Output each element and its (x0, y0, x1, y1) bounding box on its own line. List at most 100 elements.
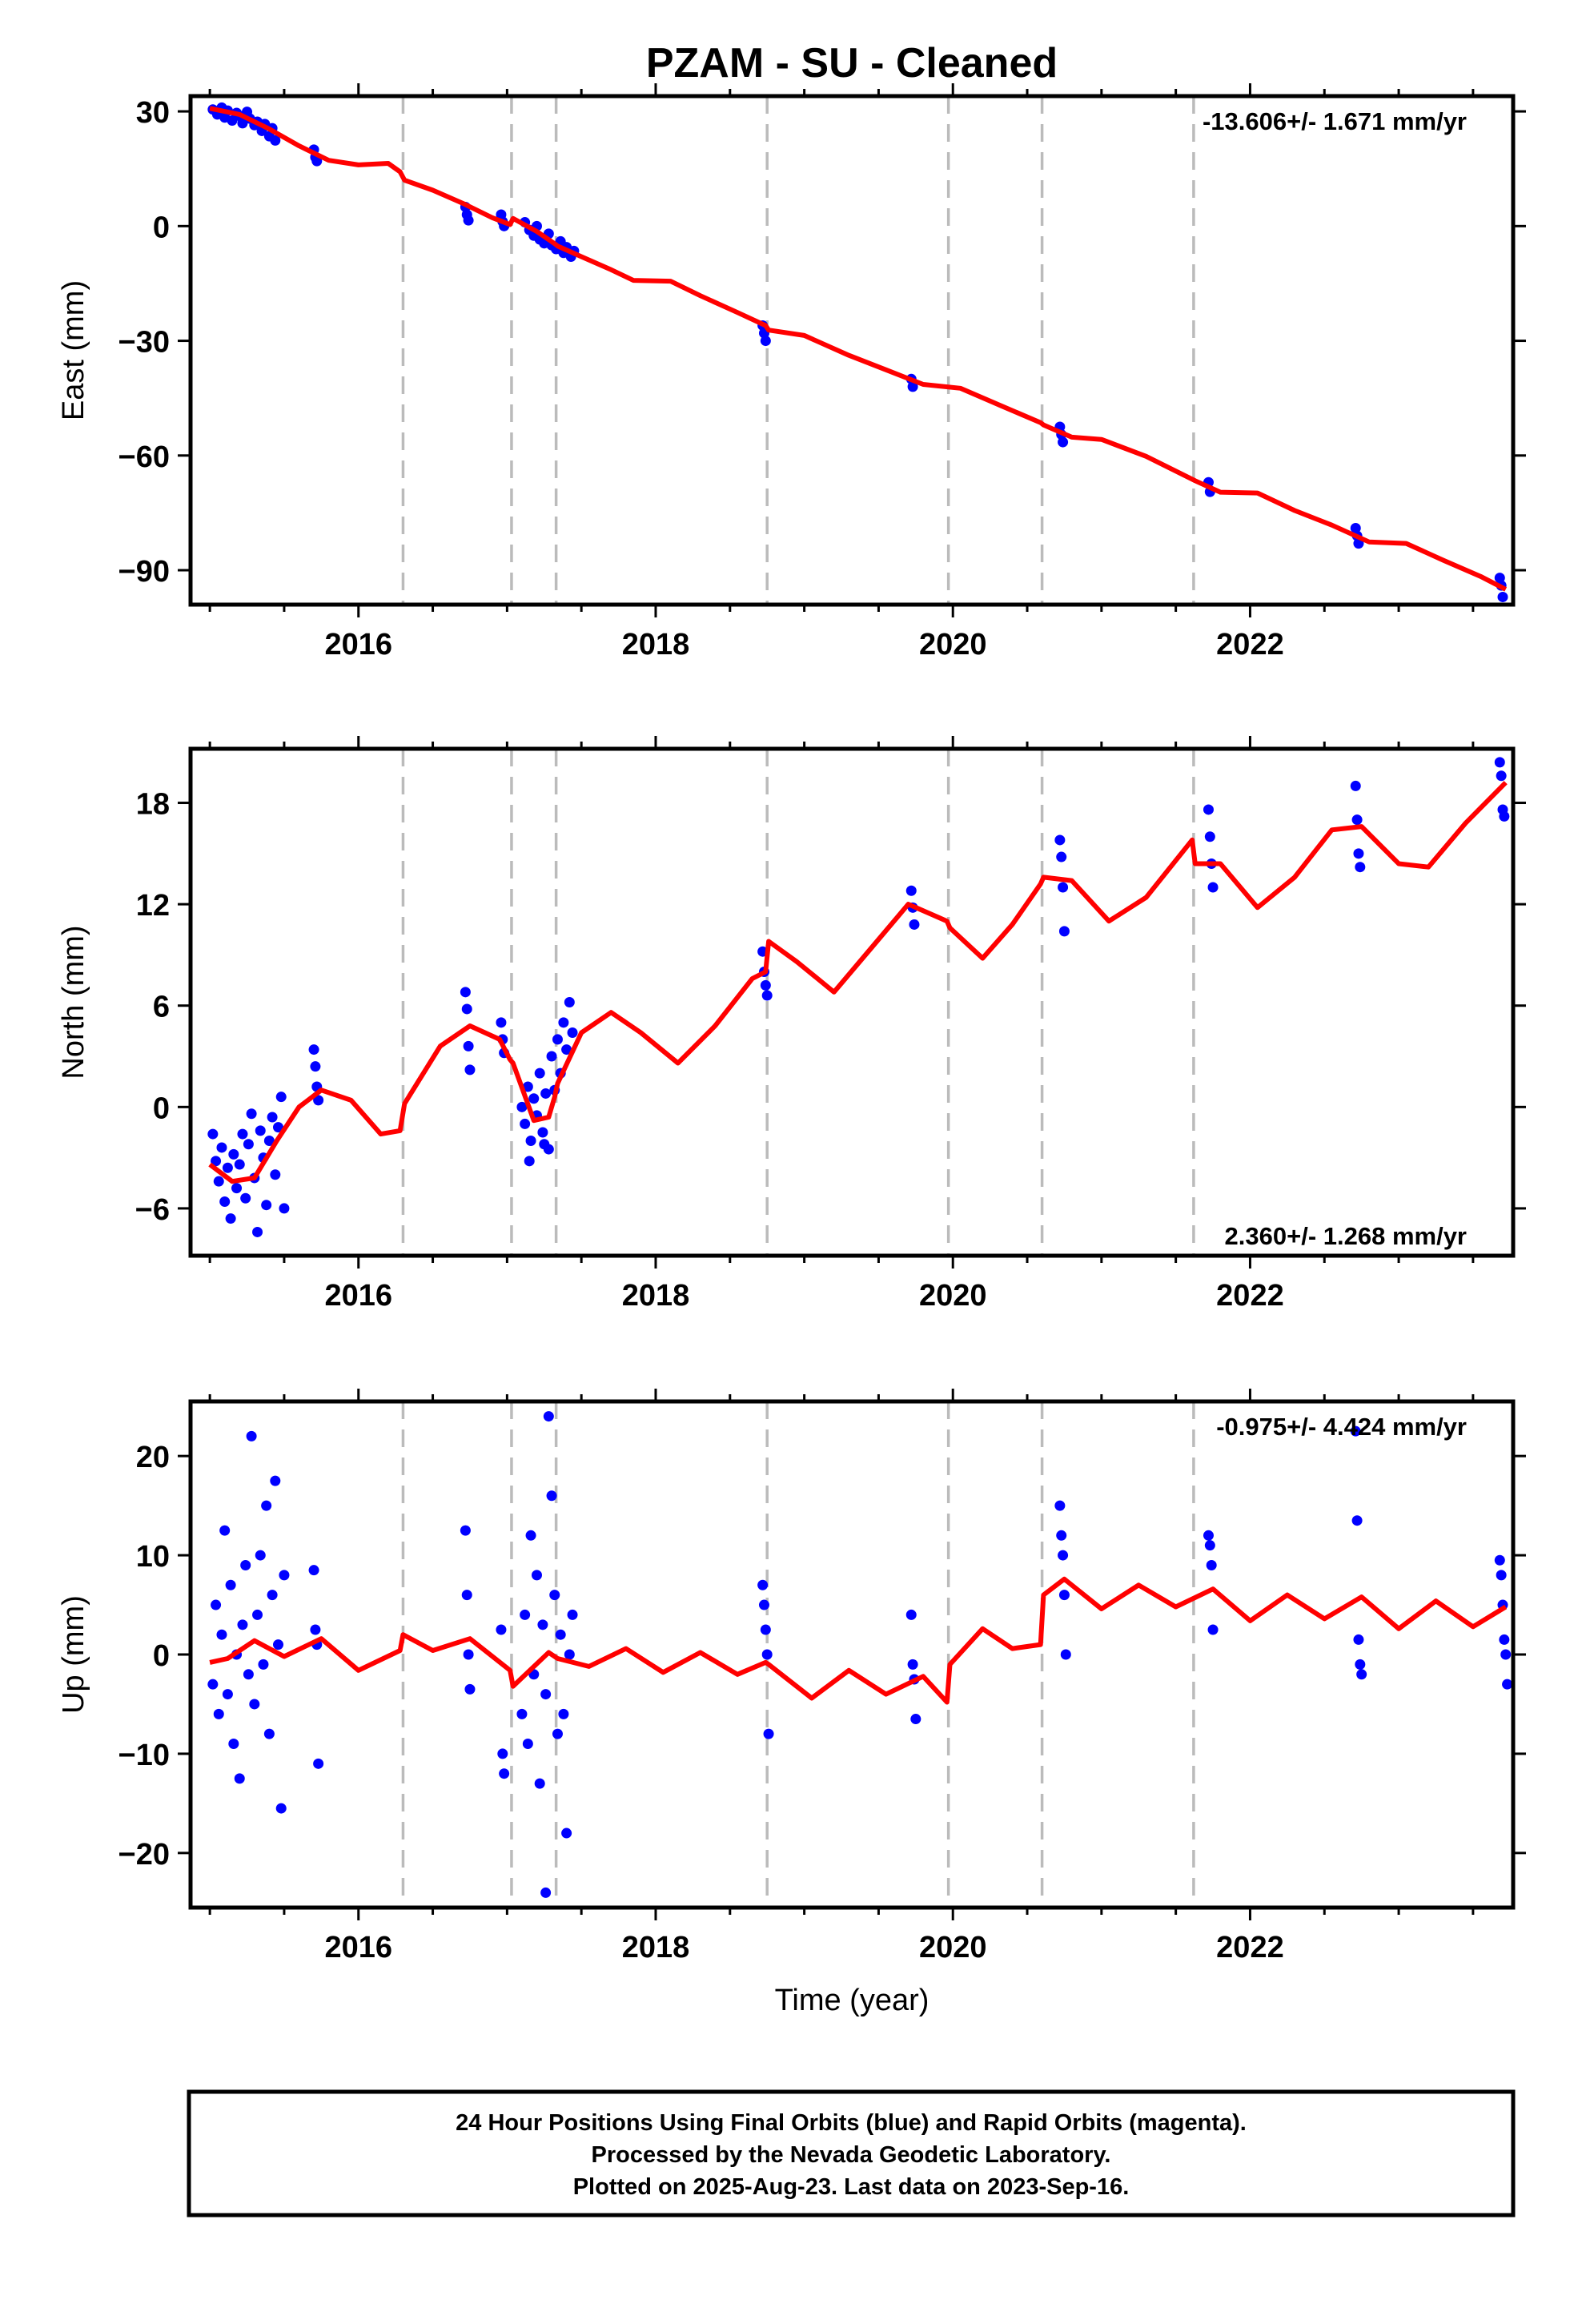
data-point (1058, 436, 1069, 448)
data-point (243, 1139, 254, 1150)
data-point (216, 1629, 227, 1640)
data-point (537, 1127, 548, 1138)
x-tick-label: 2022 (1216, 628, 1284, 661)
data-point (270, 1475, 281, 1486)
data-point (1056, 1530, 1067, 1541)
x-tick-label: 2020 (919, 1931, 987, 1964)
x-tick-label: 2022 (1216, 1279, 1284, 1313)
data-point (558, 1708, 569, 1719)
data-point (522, 1081, 533, 1092)
y-tick-label: 0 (153, 211, 170, 244)
data-point (222, 1162, 233, 1173)
data-point (255, 1550, 266, 1561)
data-point (216, 1142, 227, 1153)
x-tick-label: 2016 (324, 1931, 392, 1964)
data-point (1355, 862, 1366, 873)
data-point (261, 1200, 272, 1211)
data-point (310, 1624, 321, 1635)
data-point (564, 1649, 575, 1660)
data-point (228, 1739, 239, 1750)
data-point (525, 1136, 536, 1147)
data-point (761, 1649, 773, 1660)
data-point (520, 1118, 531, 1129)
data-point (546, 1051, 557, 1062)
data-points (207, 757, 1510, 1237)
data-point (540, 1689, 552, 1700)
data-point (1207, 882, 1219, 893)
data-point (905, 1609, 917, 1620)
data-point (225, 1579, 236, 1590)
data-point (255, 1125, 266, 1136)
panel-up: 2016 2018 2020 2022 20 10 0 −10 −20 Up (mm) -0.975… (57, 1389, 1526, 1964)
data-point (225, 1213, 236, 1224)
data-point (234, 1773, 245, 1784)
data-point (275, 1803, 287, 1814)
data-point (252, 1226, 263, 1237)
data-point (1499, 810, 1510, 822)
data-point (761, 990, 773, 1001)
data-point (275, 1092, 287, 1103)
data-point (534, 1068, 545, 1079)
data-point (564, 997, 575, 1007)
data-point (258, 1659, 269, 1670)
data-point (1206, 1559, 1217, 1570)
data-point (1502, 1679, 1513, 1690)
data-point (231, 1183, 243, 1194)
data-point (1060, 1649, 1071, 1660)
y-axis-label: Up (mm) (57, 1595, 90, 1714)
data-point (279, 1570, 290, 1581)
data-point (313, 1758, 324, 1769)
data-point (907, 381, 918, 392)
data-point (558, 1017, 569, 1028)
data-point (211, 1599, 222, 1610)
x-tick-label: 2016 (324, 1279, 392, 1313)
footer-line-2: Processed by the Nevada Geodetic Laborat… (592, 2142, 1111, 2168)
data-point (222, 1689, 233, 1700)
data-point (1054, 1500, 1066, 1511)
data-point (249, 1699, 260, 1710)
data-point (267, 1590, 278, 1601)
data-point (252, 1609, 263, 1620)
y-tick-label: −10 (118, 1739, 170, 1772)
x-tick-label: 2022 (1216, 1931, 1284, 1964)
velocity-rate-label: -13.606+/- 1.671 mm/yr (1203, 107, 1467, 135)
data-point (207, 1128, 219, 1140)
data-point (461, 1003, 472, 1015)
y-tick-label: 18 (136, 788, 170, 822)
data-point (1355, 1659, 1366, 1670)
data-point (516, 1101, 528, 1112)
data-point (1496, 1570, 1507, 1581)
data-point (463, 1649, 474, 1660)
data-point (760, 336, 771, 347)
data-point (460, 987, 471, 998)
data-point (1351, 814, 1363, 826)
data-point (552, 1728, 563, 1739)
data-point (1499, 1634, 1510, 1645)
data-point (760, 1624, 771, 1635)
x-axis-label: Time (year) (775, 1984, 930, 2017)
data-point (1351, 1515, 1363, 1526)
data-point (240, 1192, 251, 1204)
x-tick-label: 2018 (622, 1931, 690, 1964)
data-point (567, 1609, 578, 1620)
panel-north: 2016 2018 2020 2022 18 12 6 0 −6 North (mm) 2.360+… (57, 736, 1526, 1313)
data-point (561, 1044, 572, 1055)
data-point (310, 1061, 321, 1072)
data-point (1058, 882, 1069, 893)
y-tick-label: −20 (118, 1838, 170, 1872)
data-point (555, 1629, 566, 1640)
data-point (496, 1624, 507, 1635)
data-point (1494, 1554, 1505, 1566)
data-point (261, 1500, 272, 1511)
data-point (237, 118, 248, 129)
y-tick-label: −30 (118, 326, 170, 360)
y-tick-label: 0 (153, 1092, 170, 1125)
data-point (1496, 770, 1507, 782)
data-point (496, 1017, 507, 1028)
data-point (460, 1525, 471, 1536)
data-point (1497, 591, 1508, 602)
data-point (549, 1590, 560, 1601)
data-point (531, 1570, 542, 1581)
footer-box: 24 Hour Positions Using Final Orbits (bl… (187, 2089, 1516, 2217)
data-point (516, 1708, 528, 1719)
